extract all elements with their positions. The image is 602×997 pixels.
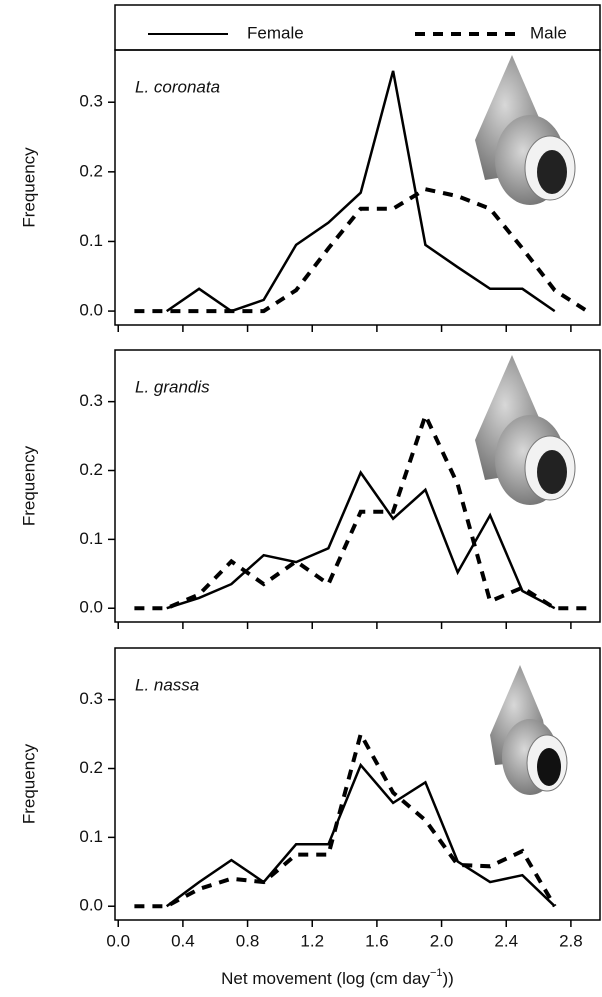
series-line bbox=[134, 410, 588, 611]
x-tick-label: 2.8 bbox=[559, 931, 583, 950]
y-tick-label: 0.1 bbox=[79, 529, 103, 548]
y-axis-label: Frequency bbox=[19, 147, 38, 228]
shell-illustration bbox=[475, 355, 576, 505]
series-line bbox=[134, 187, 589, 314]
series-line bbox=[134, 728, 557, 909]
x-tick-label: 1.6 bbox=[365, 931, 389, 950]
shell-illustration bbox=[475, 55, 576, 205]
legend-label: Female bbox=[247, 23, 304, 42]
y-tick-label: 0.1 bbox=[79, 231, 103, 250]
y-axis-label: Frequency bbox=[19, 445, 38, 526]
y-tick-label: 0.2 bbox=[79, 161, 103, 180]
x-axis-label-sup: −1 bbox=[430, 967, 443, 979]
plot-frame bbox=[114, 349, 601, 623]
series-line bbox=[166, 470, 556, 610]
x-tick-label: 0.0 bbox=[106, 931, 130, 950]
y-tick-label: 0.2 bbox=[79, 758, 103, 777]
x-tick-label: 2.4 bbox=[494, 931, 518, 950]
y-tick-label: 0.2 bbox=[79, 460, 103, 479]
x-axis-label: Net movement (log (cm day−1)) bbox=[221, 967, 454, 989]
x-axis-label-end: )) bbox=[443, 969, 454, 988]
y-tick-label: 0.3 bbox=[79, 391, 103, 410]
x-axis-label-text: Net movement (log (cm day bbox=[221, 969, 430, 988]
y-tick-label: 0.1 bbox=[79, 827, 103, 846]
panel-annotation: L. grandis bbox=[135, 377, 210, 396]
x-tick-label: 0.4 bbox=[171, 931, 195, 950]
x-tick-label: 1.2 bbox=[300, 931, 324, 950]
plot-frame bbox=[114, 49, 601, 326]
y-tick-label: 0.0 bbox=[79, 598, 103, 617]
y-tick-label: 0.3 bbox=[79, 92, 103, 111]
panel-annotation: L. coronata bbox=[135, 77, 220, 96]
y-tick-label: 0.3 bbox=[79, 689, 103, 708]
y-tick-label: 0.0 bbox=[79, 301, 103, 320]
y-tick-label: 0.0 bbox=[79, 896, 103, 915]
y-axis-label: Frequency bbox=[19, 743, 38, 824]
panel-annotation: L. nassa bbox=[135, 675, 199, 694]
plot-frame bbox=[114, 647, 601, 921]
series-line bbox=[165, 762, 556, 908]
legend-label: Male bbox=[530, 23, 567, 42]
legend-box bbox=[114, 4, 601, 51]
x-tick-label: 2.0 bbox=[430, 931, 454, 950]
x-tick-label: 0.8 bbox=[236, 931, 260, 950]
shell-illustration bbox=[490, 665, 568, 795]
